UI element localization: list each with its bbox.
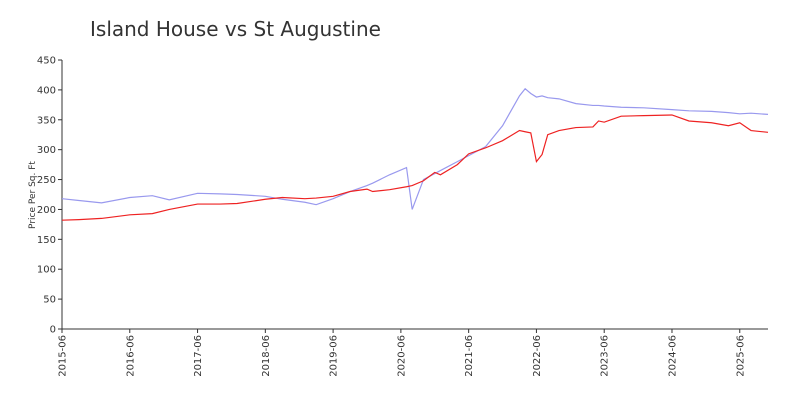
x-tick-label: 2021-06 bbox=[464, 335, 475, 377]
y-tick-label: 50 bbox=[43, 295, 56, 306]
line-series bbox=[61, 87, 769, 210]
y-tick-label: 250 bbox=[37, 175, 56, 186]
line-series bbox=[61, 114, 769, 221]
y-tick-label: 450 bbox=[37, 56, 56, 67]
x-tick-label: 2023-06 bbox=[600, 335, 611, 377]
y-tick-label: 300 bbox=[37, 145, 56, 156]
x-tick-label: 2015-06 bbox=[58, 335, 69, 377]
x-tick-label: 2017-06 bbox=[193, 335, 204, 377]
x-tick-label: 2024-06 bbox=[667, 335, 678, 377]
x-tick-label: 2019-06 bbox=[329, 335, 340, 377]
y-tick-label: 350 bbox=[37, 115, 56, 126]
y-tick-label: 150 bbox=[37, 235, 56, 246]
y-tick-label: 200 bbox=[37, 205, 56, 216]
y-tick-label: 0 bbox=[50, 325, 56, 336]
chart-title: Island House vs St Augustine bbox=[90, 17, 381, 41]
y-tick-label: 100 bbox=[37, 265, 56, 276]
x-tick-label: 2025-06 bbox=[735, 335, 746, 377]
y-tick-label: 400 bbox=[37, 85, 56, 96]
x-tick-label: 2016-06 bbox=[125, 335, 136, 377]
x-tick-label: 2020-06 bbox=[396, 335, 407, 377]
x-tick-label: 2018-06 bbox=[261, 335, 272, 377]
y-axis-label: Price Per Sq. Ft bbox=[28, 161, 38, 229]
x-tick-label: 2022-06 bbox=[532, 335, 543, 377]
